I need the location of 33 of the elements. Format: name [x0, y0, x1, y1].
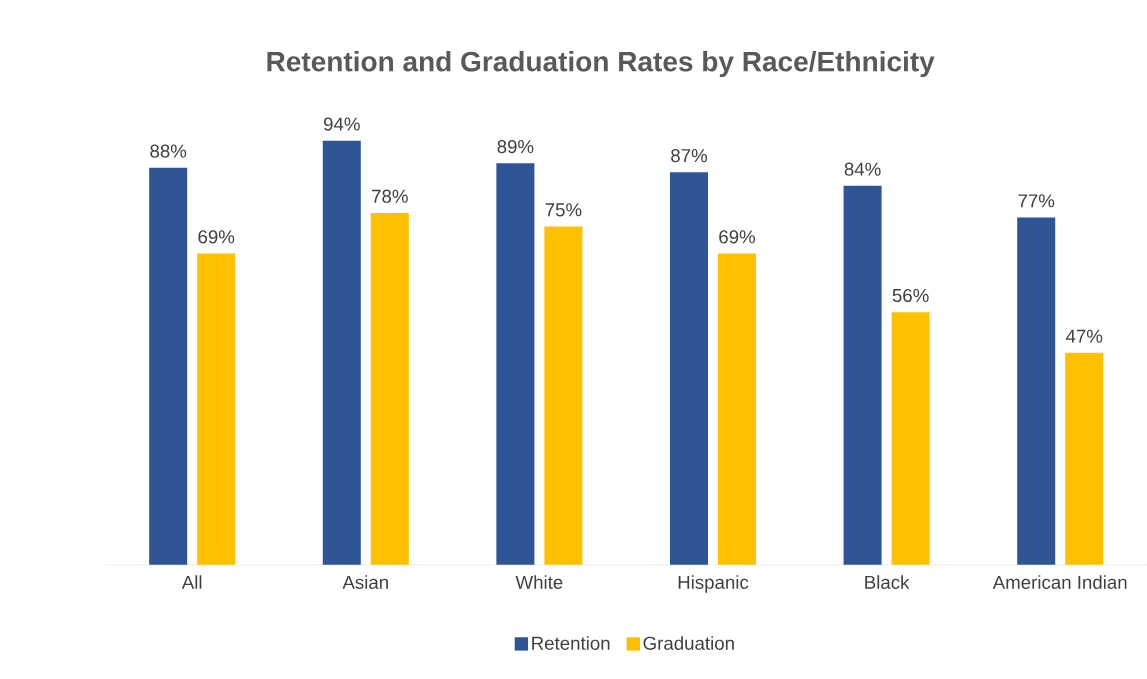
- x-tick-label: White: [515, 575, 563, 590]
- data-label: 84%: [844, 162, 881, 176]
- bar: [197, 253, 236, 565]
- data-label: 77%: [1018, 194, 1055, 208]
- data-label: 94%: [323, 117, 360, 131]
- data-label: 88%: [150, 144, 187, 158]
- x-tick-label: Black: [865, 575, 910, 590]
- data-label: 75%: [545, 203, 582, 217]
- data-label: 56%: [892, 288, 929, 303]
- data-label: 87%: [671, 149, 707, 163]
- bar: [843, 185, 882, 565]
- bar: [1065, 352, 1104, 565]
- x-tick-label: Hispanic: [678, 575, 749, 593]
- data-label: 69%: [198, 230, 235, 244]
- bar: [544, 226, 583, 565]
- x-tick-label: All: [181, 575, 202, 589]
- x-tick-label: Asian: [342, 575, 388, 590]
- bar: [891, 312, 930, 565]
- bar: [1017, 217, 1056, 565]
- bar: [717, 253, 756, 565]
- chart-title: Retention and Graduation Rates by Race/Ethnicity: [267, 51, 935, 78]
- legend-label: Graduation: [643, 636, 734, 650]
- bar: [322, 140, 361, 565]
- legend-label: Retention: [532, 636, 610, 650]
- bar: [669, 172, 708, 565]
- x-tick-label: American Indian: [992, 575, 1127, 590]
- bar: [370, 212, 409, 565]
- data-label: 47%: [1065, 329, 1103, 343]
- bar: [496, 163, 535, 565]
- bar: [149, 167, 188, 565]
- data-label: 69%: [719, 230, 756, 244]
- data-label: 78%: [372, 189, 408, 203]
- data-label: 89%: [497, 140, 534, 154]
